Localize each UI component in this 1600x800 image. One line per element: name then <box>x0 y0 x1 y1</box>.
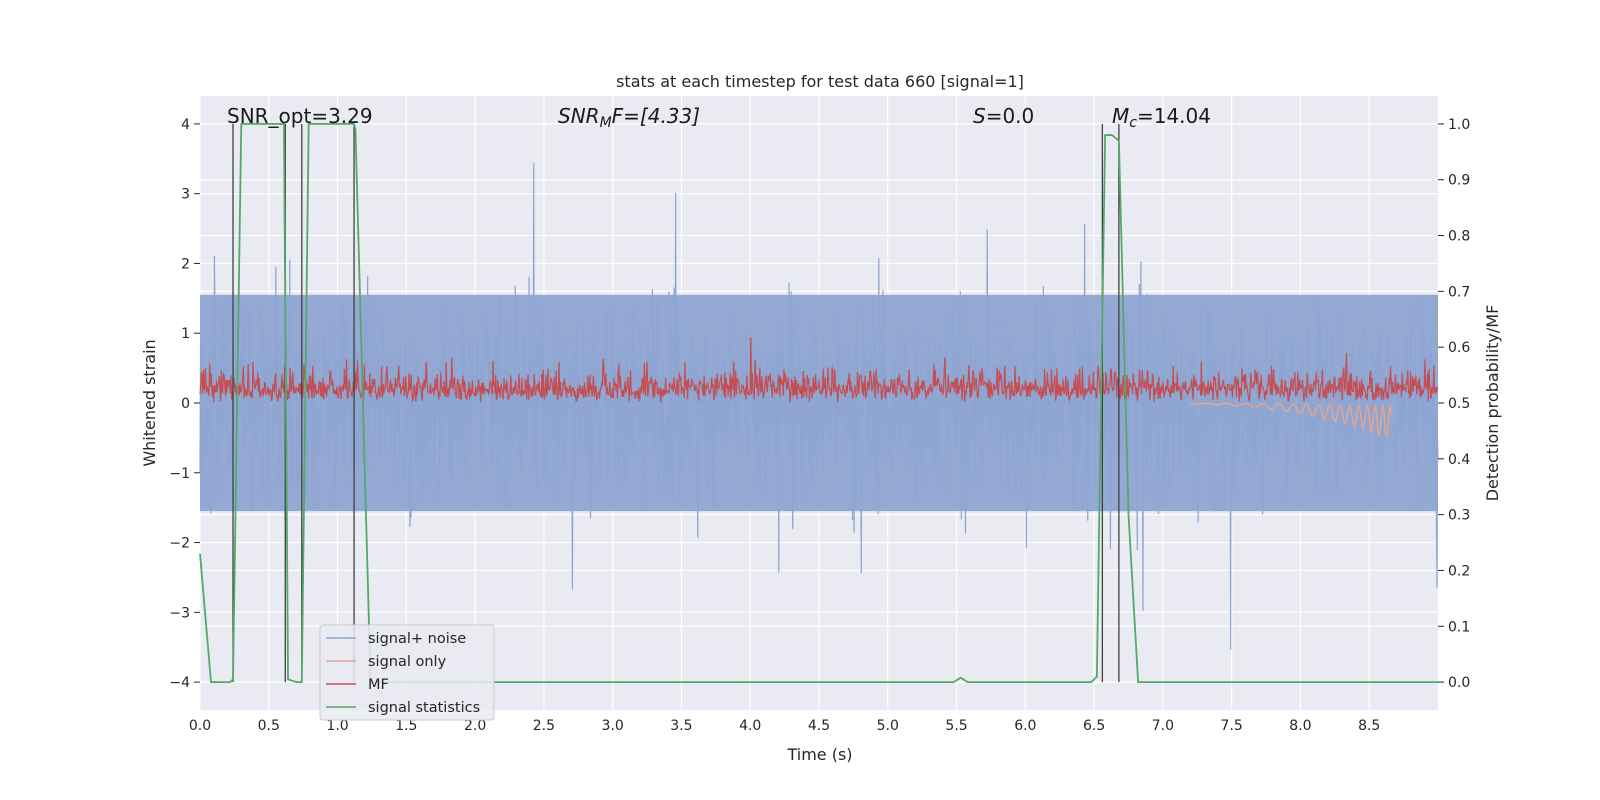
mf-line <box>199 337 1439 403</box>
x-axis-ticks: 0.0 0.5 1.0 1.5 2.0 2.5 3.0 3.5 4.0 4.5 5.0 5.5 6.0 6… <box>189 718 1380 734</box>
y2-tick-label: 1.0 <box>1448 117 1470 133</box>
annotation-mc-sub: c <box>1129 115 1137 131</box>
y2-tick-label: 0.5 <box>1448 396 1470 412</box>
y-tick-label: −3 <box>169 605 190 621</box>
x-tick-label: 5.0 <box>877 718 899 734</box>
y2-tick-label: 0.7 <box>1448 284 1470 300</box>
y2-tick-label: 0.6 <box>1448 340 1470 356</box>
legend-label-mf: MF <box>368 677 389 693</box>
mf-series <box>199 337 1439 403</box>
annotation-mc: Mc=14.04 <box>1112 104 1211 131</box>
annotation-s-rest: =0.0 <box>986 104 1035 128</box>
annotation-s-main: S <box>973 104 986 128</box>
y2-tick-label: 0.8 <box>1448 229 1470 245</box>
x-tick-label: 4.5 <box>808 718 830 734</box>
x-tick-label: 1.5 <box>395 718 417 734</box>
y-tick-label: −1 <box>169 466 190 482</box>
x-tick-label: 3.0 <box>602 718 624 734</box>
annotation-mc-main: M <box>1112 104 1129 128</box>
x-axis-label: Time (s) <box>786 745 852 764</box>
annotation-snr-mf-sub: M <box>600 115 612 131</box>
y2-tick-label: 0.1 <box>1448 619 1470 635</box>
x-tick-label: 1.0 <box>326 718 348 734</box>
y-axis-ticks: −4 −3 −2 −1 0 1 2 3 4 <box>169 117 200 691</box>
y-axis-label: Whitened strain <box>140 339 159 466</box>
signal-only-series <box>1190 402 1392 439</box>
annotation-snr-mf-main: SNR <box>558 104 600 128</box>
y2-tick-label: 0.4 <box>1448 452 1470 468</box>
y2-tick-label: 0.9 <box>1448 173 1470 189</box>
signal-statistics-series <box>199 123 1438 683</box>
y2-tick-label: 0.2 <box>1448 563 1470 579</box>
legend: signal+ noise signal only MF signal stat… <box>319 624 495 721</box>
annotation-mc-rest: =14.04 <box>1137 104 1211 128</box>
x-tick-label: 3.5 <box>670 718 692 734</box>
signal-noise-series <box>199 163 1439 650</box>
annotation-snr-opt: SNR_opt=3.29 <box>227 104 373 128</box>
x-tick-label: 7.0 <box>1152 718 1174 734</box>
x-tick-label: 7.5 <box>1221 718 1243 734</box>
signal-only-line <box>1190 402 1392 439</box>
x-tick-label: 2.0 <box>464 718 486 734</box>
x-tick-label: 4.0 <box>739 718 761 734</box>
legend-box <box>319 624 495 721</box>
x-tick-label: 0.0 <box>189 718 211 734</box>
y-tick-label: 1 <box>181 326 190 342</box>
x-tick-label: 2.5 <box>533 718 555 734</box>
x-tick-label: 6.0 <box>1014 718 1036 734</box>
annotation-snr-mf: SNRMF=[4.33] <box>558 104 700 131</box>
y-tick-label: −4 <box>169 675 190 691</box>
legend-label-signal-statistics: signal statistics <box>368 700 480 716</box>
legend-label-signal-noise: signal+ noise <box>368 631 466 647</box>
y-tick-label: 0 <box>181 396 190 412</box>
y-tick-label: 2 <box>181 256 190 272</box>
x-tick-label: 8.0 <box>1289 718 1311 734</box>
annotation-snr-mf-rest: F=[4.33] <box>612 104 700 128</box>
signal-statistics-line <box>199 123 1438 683</box>
y2-axis-ticks: 0.0 0.1 0.2 0.3 0.4 0.5 0.6 0.7 0.8 0.9 1.0 <box>1438 117 1470 691</box>
x-tick-label: 0.5 <box>258 718 280 734</box>
y-tick-label: −2 <box>169 536 190 552</box>
event-markers <box>232 123 1120 683</box>
y-tick-label: 3 <box>181 187 190 203</box>
x-tick-label: 5.5 <box>945 718 967 734</box>
chart-title: stats at each timestep for test data 660… <box>616 72 1024 91</box>
y-tick-label: 4 <box>181 117 190 133</box>
y2-tick-label: 0.3 <box>1448 508 1470 524</box>
annotation-s: S=0.0 <box>973 104 1034 128</box>
x-tick-label: 6.5 <box>1083 718 1105 734</box>
legend-label-signal-only: signal only <box>368 654 447 670</box>
x-tick-label: 8.5 <box>1358 718 1380 734</box>
y2-axis-label: Detection probability/MF <box>1483 305 1502 502</box>
y2-tick-label: 0.0 <box>1448 675 1470 691</box>
